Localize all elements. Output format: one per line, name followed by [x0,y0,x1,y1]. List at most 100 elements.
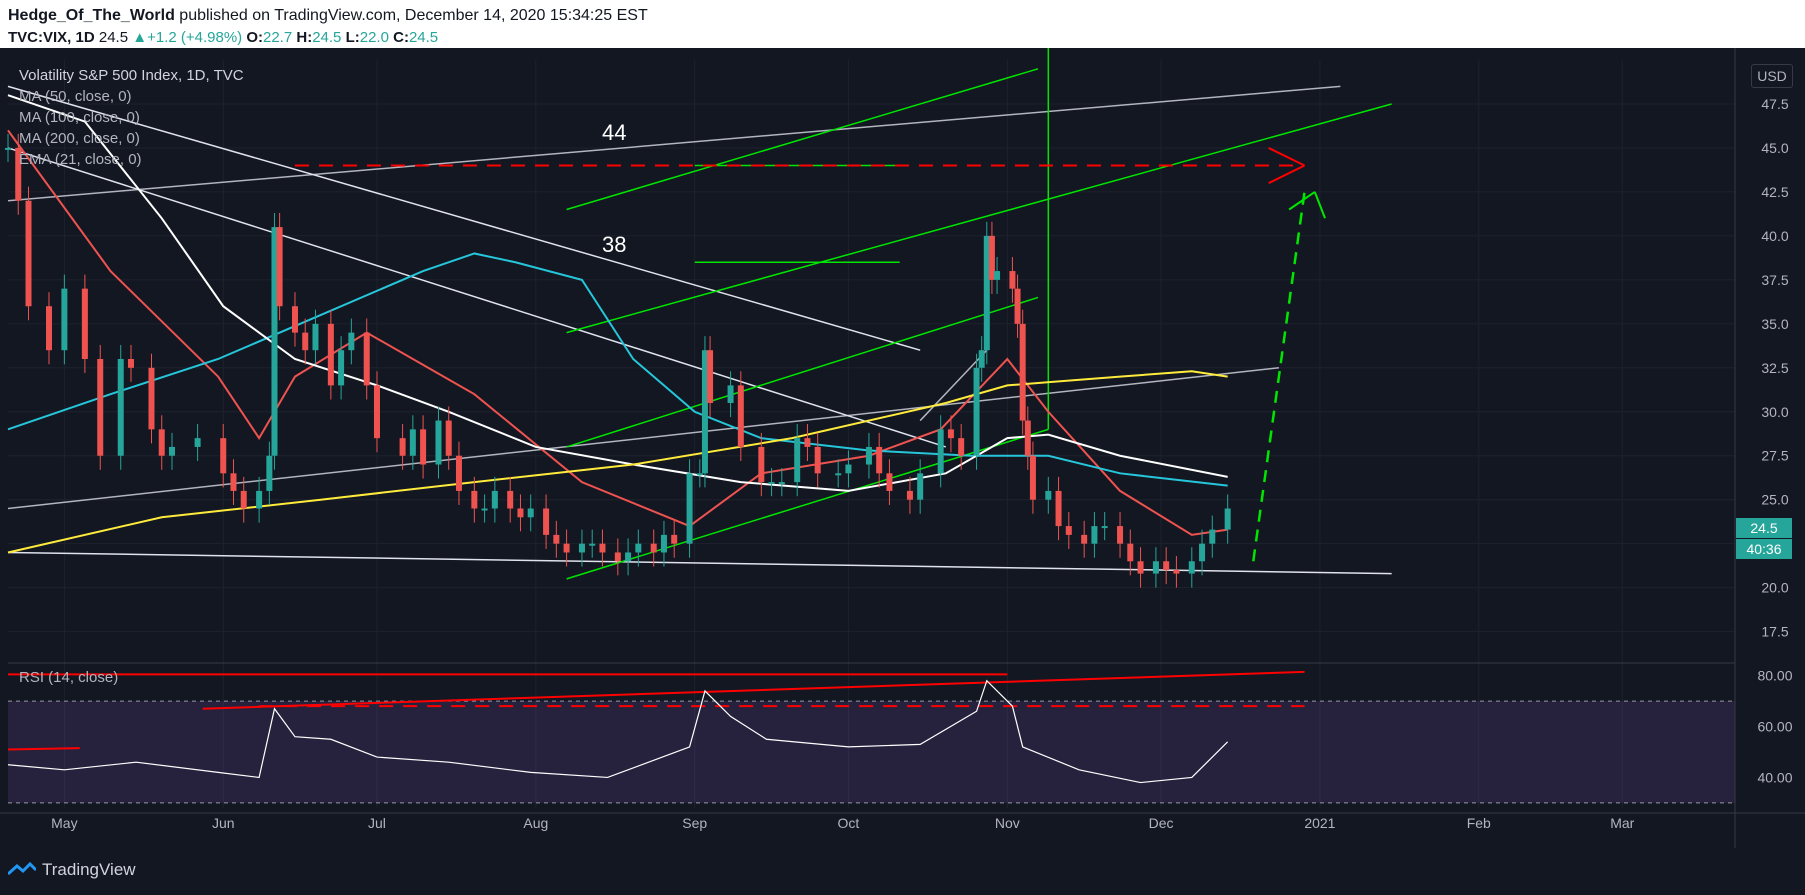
support-line [7,551,1392,575]
candle-body [553,534,560,544]
green-channel-top [566,103,1392,334]
legend-ma50[interactable]: MA (50, close, 0) [19,88,132,105]
candle-body [707,350,714,403]
candle-body [363,332,370,386]
candle-body [97,359,104,456]
candle-body [117,359,124,456]
green-channel-upper [566,68,1039,211]
up-arrow-icon: ▲ [132,29,148,46]
candle-body [455,455,462,491]
candle-body [778,482,785,485]
candle-body [266,455,273,491]
legend-ma100[interactable]: MA (100, close, 0) [19,109,140,126]
candle-body [917,473,924,500]
author-name[interactable]: Hedge_Of_The_World [8,7,175,24]
candle-body [1163,561,1170,571]
candle-body [988,235,995,280]
price-chart-canvas[interactable]: 17.520.022.525.027.530.032.535.037.540.0… [0,48,1805,848]
legend-rsi[interactable]: RSI (14, close) [19,669,119,686]
red-arrow-lower [1268,164,1305,185]
projection-arrow-right [1313,191,1326,219]
ohlc-line: TVC:VIX, 1D 24.5 ▲+1.2 (+4.98%) O:22.7 H… [8,29,438,46]
candle-body [625,552,632,562]
candle-body [614,552,621,562]
candle-body [686,473,693,544]
candle-body [671,534,678,544]
candle-body [599,543,606,553]
candle-body [1152,561,1159,574]
rsi-series-line [7,679,1229,784]
rsi-tick-label: 40.00 [1757,769,1792,785]
price-tick-label: 40.0 [1761,228,1788,244]
candle-body [1209,529,1216,544]
price-tag-bg [1736,518,1792,538]
price-tick-label: 30.0 [1761,404,1788,420]
price-tick-label: 47.5 [1761,96,1788,112]
candle-body [1019,323,1026,421]
legend-ma200[interactable]: MA (200, close, 0) [19,130,140,147]
mid-gray-trendline [7,367,1279,510]
candle-body [994,271,1001,280]
candle-body [45,306,52,351]
close-value: 24.5 [408,29,439,46]
candle-body [973,367,980,456]
trendlines [7,48,1392,751]
price-tick-label: 42.5 [1761,184,1788,200]
candle-body [589,543,596,546]
candle-body [240,490,247,509]
candle-body [906,490,913,500]
candle-body [399,438,406,456]
brand-name: TradingView [42,860,136,879]
candle-body [1045,490,1052,500]
price-tick-label: 27.5 [1761,448,1788,464]
candle-body [338,350,345,386]
candles [5,133,1231,588]
last-price: 24.5 [98,29,129,46]
legend-title[interactable]: Volatility S&P 500 Index, 1D, TVC [19,67,244,84]
candle-body [148,367,155,430]
price-tick-label: 35.0 [1761,316,1788,332]
candle-body [230,473,237,491]
time-tick-label: Sep [682,815,707,831]
legend-ema21[interactable]: EMA (21, close, 0) [19,151,142,168]
candle-body [276,227,283,307]
candle-body [835,473,842,476]
publish-date: published on TradingView.com, December 1… [174,7,648,24]
axes: 17.520.022.525.027.530.032.535.037.540.0… [0,48,1805,848]
candle-body [768,482,775,485]
candle-body [194,438,201,447]
candle-body [1137,561,1144,574]
candle-body [1127,543,1134,562]
open-label: O: [246,29,263,46]
candle-body [25,200,32,307]
candle-body [527,508,534,518]
candle-body [1055,490,1062,527]
high-value: 24.5 [312,29,342,46]
candle-body [220,438,227,474]
candle-body [886,473,893,491]
short-gray-segment [919,349,988,422]
candle-body [491,490,498,509]
candle-body [1065,526,1072,535]
rsi-band-fill [8,701,1735,803]
candle-body [1009,271,1016,289]
currency-button[interactable]: USD [1751,64,1793,88]
price-tick-label: 17.5 [1761,624,1788,640]
candle-body [794,438,801,483]
candle-body [302,332,309,351]
candle-body [373,385,380,439]
candle-body [650,543,657,553]
candle-body [845,464,852,474]
candle-body [1101,526,1108,529]
tradingview-logo-icon [8,862,36,876]
rsi-band [8,700,1735,804]
downtrend-line-2 [7,147,947,448]
candle-body [1117,526,1124,544]
candle-body [937,429,944,474]
rsi-red-short [7,747,80,751]
candle-body [1091,526,1098,544]
candle-body [158,429,165,456]
candle-body [348,332,355,351]
candle-body [1188,561,1195,574]
rsi-red-trendline [202,670,1305,710]
